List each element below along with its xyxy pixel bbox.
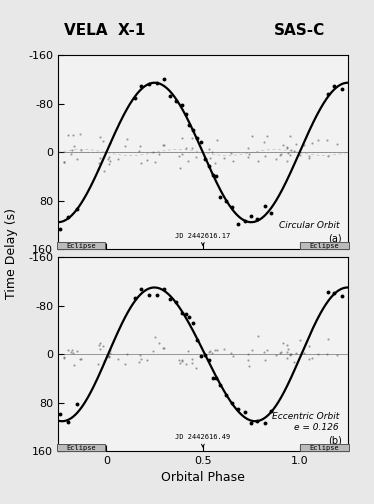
- Text: VELA  X-1: VELA X-1: [64, 23, 145, 38]
- Text: SAS-C: SAS-C: [273, 23, 325, 38]
- Text: Eclipse: Eclipse: [66, 445, 96, 451]
- Text: Eclipse: Eclipse: [310, 445, 340, 451]
- Text: Eclipse: Eclipse: [66, 243, 96, 249]
- Bar: [300, 444, 349, 451]
- Text: JD 2442616.17: JD 2442616.17: [175, 232, 230, 245]
- Bar: [57, 242, 105, 249]
- Text: (a): (a): [328, 234, 342, 243]
- Text: Time Delay (s): Time Delay (s): [5, 208, 18, 299]
- X-axis label: Orbital Phase: Orbital Phase: [161, 472, 245, 484]
- Text: Circular Orbit: Circular Orbit: [279, 221, 339, 230]
- Text: Eccentric Orbit
e = 0.126: Eccentric Orbit e = 0.126: [272, 412, 339, 431]
- Text: JD 2442616.49: JD 2442616.49: [175, 434, 230, 447]
- Text: (b): (b): [328, 435, 342, 445]
- Bar: [300, 242, 349, 249]
- Bar: [57, 444, 105, 451]
- Text: Eclipse: Eclipse: [310, 243, 340, 249]
